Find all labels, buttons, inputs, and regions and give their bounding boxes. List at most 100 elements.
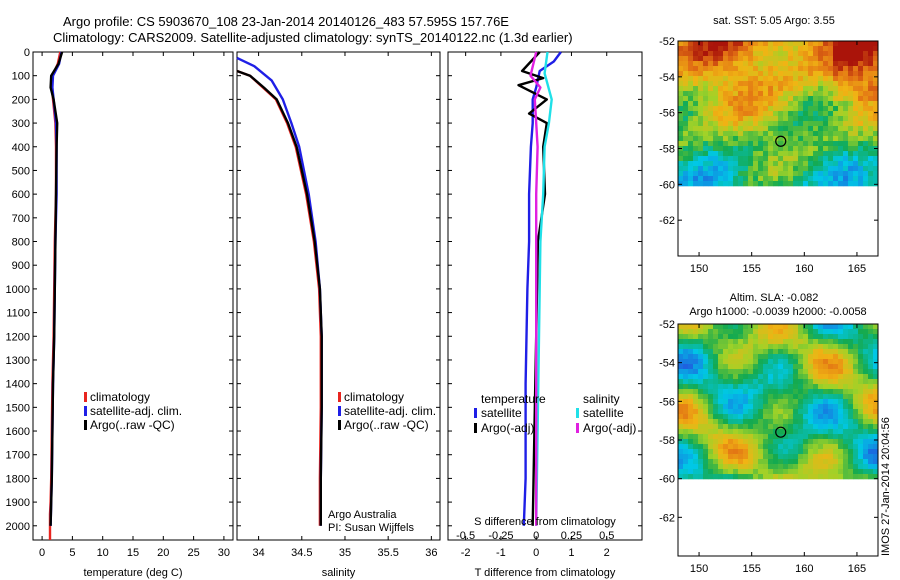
heatmap-cell <box>803 459 809 465</box>
heatmap-cell <box>728 41 734 47</box>
heatmap-cell <box>768 171 774 177</box>
heatmap-cell <box>818 86 824 92</box>
heatmap-cell <box>708 156 714 162</box>
heatmap-cell <box>688 414 694 420</box>
heatmap-cell <box>718 429 724 435</box>
heatmap-cell <box>853 394 859 400</box>
heatmap-cell <box>793 51 799 57</box>
heatmap-cell <box>808 429 814 435</box>
heatmap-cell <box>828 389 834 395</box>
heatmap-cell <box>748 384 754 390</box>
x-tick-label: 36 <box>425 547 437 559</box>
heatmap-cell <box>763 339 769 345</box>
heatmap-cell <box>683 454 689 460</box>
heatmap-cell <box>763 439 769 445</box>
heatmap-cell <box>848 344 854 350</box>
heatmap-cell <box>788 181 794 187</box>
heatmap-cell <box>733 121 739 127</box>
heatmap-cell <box>683 136 689 142</box>
heatmap-cell <box>758 111 764 117</box>
heatmap-cell <box>868 51 874 57</box>
heatmap-cell <box>768 141 774 147</box>
heatmap-cell <box>838 349 844 355</box>
heatmap-cell <box>853 121 859 127</box>
heatmap-cell <box>778 339 784 345</box>
heatmap-cell <box>738 349 744 355</box>
heatmap-cell <box>678 459 684 465</box>
x-tick-label: 35 <box>339 547 351 559</box>
argo-location-marker <box>775 135 787 147</box>
heatmap-cell <box>733 91 739 97</box>
heatmap-cell <box>863 459 869 465</box>
heatmap-cell <box>858 96 864 102</box>
y-tick-label: 800 <box>12 237 30 249</box>
heatmap-cell <box>858 41 864 47</box>
heatmap-cell <box>863 384 869 390</box>
heatmap-cell <box>848 96 854 102</box>
heatmap-cell <box>868 176 874 182</box>
heatmap-cell <box>868 474 874 480</box>
heatmap-cell <box>768 424 774 430</box>
legend-swatch <box>338 392 341 402</box>
heatmap-cell <box>833 106 839 112</box>
heatmap-cell <box>823 146 829 152</box>
heatmap-cell <box>753 434 759 440</box>
heatmap-cell <box>803 66 809 72</box>
heatmap-cell <box>753 429 759 435</box>
heatmap-cell <box>738 404 744 410</box>
heatmap-cell <box>748 86 754 92</box>
heatmap-cell <box>793 359 799 365</box>
heatmap-cell <box>858 106 864 112</box>
heatmap-cell <box>698 409 704 415</box>
heatmap-cell <box>778 46 784 52</box>
heatmap-cell <box>688 66 694 72</box>
heatmap-cell <box>748 76 754 82</box>
heatmap-cell <box>698 146 704 152</box>
heatmap-cell <box>778 106 784 112</box>
heatmap-cell <box>848 141 854 147</box>
heatmap-cell <box>853 459 859 465</box>
heatmap-cell <box>683 111 689 117</box>
heatmap-cell <box>873 359 879 365</box>
heatmap-cell <box>863 171 869 177</box>
heatmap-cell <box>833 61 839 67</box>
heatmap-cell <box>838 61 844 67</box>
heatmap-cell <box>863 394 869 400</box>
heatmap-cell <box>763 434 769 440</box>
heatmap-cell <box>813 429 819 435</box>
heatmap-cell <box>803 404 809 410</box>
heatmap-cell <box>828 86 834 92</box>
heatmap-cell <box>703 61 709 67</box>
heatmap-cell <box>873 101 879 107</box>
x-tick-label: 155 <box>743 263 761 275</box>
heatmap-cell <box>828 324 834 330</box>
heatmap-cell <box>863 141 869 147</box>
heatmap-cell <box>778 329 784 335</box>
heatmap-cell <box>773 166 779 172</box>
heatmap-cell <box>728 146 734 152</box>
heatmap-cell <box>813 449 819 455</box>
heatmap-cell <box>818 131 824 137</box>
heatmap-cell <box>773 434 779 440</box>
heatmap-cell <box>873 469 879 475</box>
heatmap-cell <box>768 76 774 82</box>
heatmap-cell <box>873 419 879 425</box>
heatmap-cell <box>793 349 799 355</box>
heatmap-cell <box>738 379 744 385</box>
heatmap-cell <box>858 176 864 182</box>
heatmap-cell <box>853 364 859 370</box>
heatmap-cell <box>748 171 754 177</box>
heatmap-cell <box>848 389 854 395</box>
heatmap-cell <box>708 329 714 335</box>
heatmap-cell <box>873 161 879 167</box>
heatmap-cell <box>808 161 814 167</box>
heatmap-cell <box>708 46 714 52</box>
heatmap-cell <box>873 171 879 177</box>
heatmap-cell <box>753 349 759 355</box>
heatmap-cell <box>688 419 694 425</box>
heatmap-cell <box>743 419 749 425</box>
heatmap-cell <box>683 66 689 72</box>
heatmap-cell <box>818 126 824 132</box>
heatmap-cell <box>808 439 814 445</box>
heatmap-cell <box>808 81 814 87</box>
